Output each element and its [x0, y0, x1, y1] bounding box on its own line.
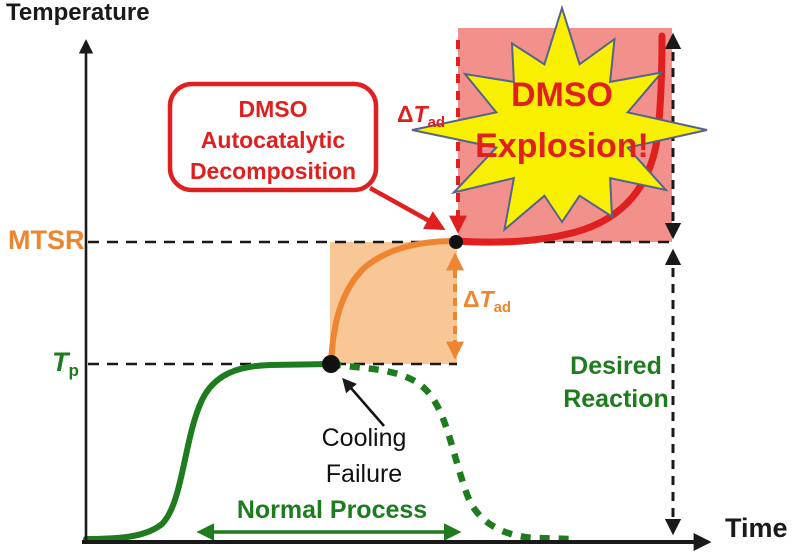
cooling-failure-label: Cooling Failure [300, 420, 428, 492]
ad-subscript: ad [493, 299, 512, 316]
callout-pointer-arrow [368, 186, 446, 230]
callout-box [167, 81, 379, 193]
cooling-failure-pointer-arrow [342, 377, 385, 427]
desired-reaction-dotted-curve [330, 360, 571, 543]
t-symbol: T [479, 286, 494, 312]
explosion-line-1: DMSO [511, 76, 613, 114]
delta-symbol: Δ [463, 286, 480, 312]
normal-process-label: Normal Process [236, 496, 428, 524]
decomposition-runaway-curve [452, 32, 666, 246]
delta-t-ad-orange-label: ΔTad [463, 286, 512, 317]
tp-subscript: p [68, 361, 79, 380]
normal-process-curve [83, 361, 334, 542]
t-symbol: T [413, 101, 428, 127]
desired-reaction-label: Desired Reaction [560, 350, 672, 416]
callout-line-1: DMSO [238, 96, 308, 122]
desired-reaction-line-1: Desired [570, 352, 662, 380]
callout-line-3: Decomposition [189, 158, 357, 184]
x-axis-title: Time [725, 513, 788, 543]
cooling-failure-line-1: Cooling [321, 424, 407, 452]
mtsr-tick-label: MTSR [8, 225, 85, 255]
callout-text: DMSO Autocatalytic Decomposition [172, 94, 374, 187]
adiabatic-rise-region-box [330, 242, 457, 364]
explosion-line-2: Explosion! [475, 127, 649, 165]
cooling-failure-line-2: Failure [325, 460, 403, 488]
explosion-text: DMSO Explosion! [457, 70, 667, 172]
explosion-starburst-icon [411, 4, 708, 233]
y-axis-title: Temperature [6, 0, 150, 26]
ad-subscript: ad [427, 114, 446, 131]
adiabatic-rise-curve [328, 238, 459, 367]
callout-line-2: Autocatalytic [200, 127, 346, 153]
delta-symbol: Δ [397, 101, 414, 127]
tp-tick-label: Tp [52, 347, 79, 381]
mtsr-point [449, 235, 463, 249]
tp-symbol: T [52, 347, 69, 377]
desired-reaction-line-2: Reaction [563, 385, 669, 413]
delta-t-ad-red-label: ΔTad [397, 101, 446, 132]
cooling-failure-point [322, 355, 340, 373]
